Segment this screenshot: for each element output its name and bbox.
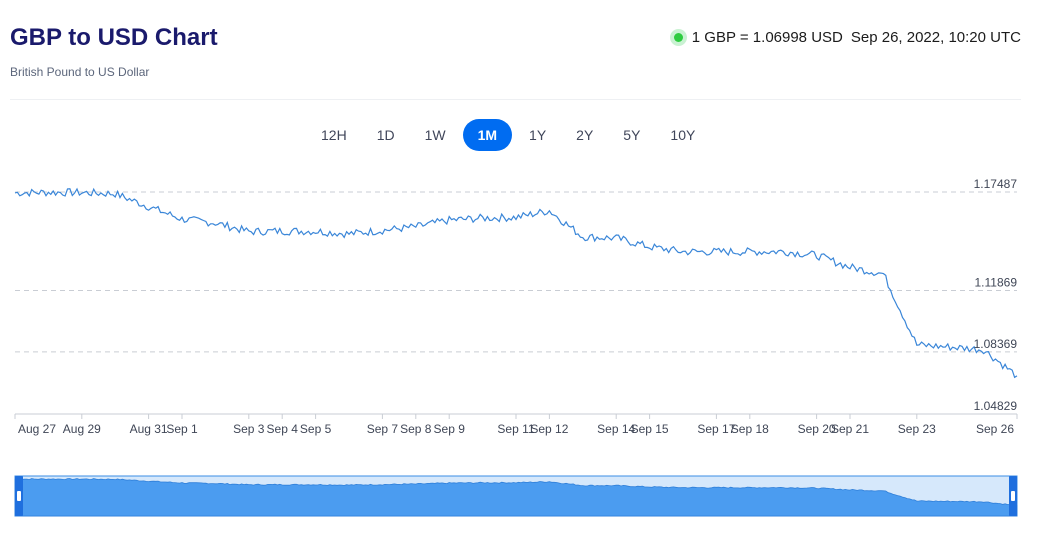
x-tick-label: Sep 5	[300, 422, 332, 436]
x-tick-label: Sep 9	[434, 422, 466, 436]
grid-lines	[15, 191, 1017, 415]
grip-icon	[17, 491, 21, 501]
rate-text: 1 GBP = 1.06998 USD	[691, 29, 843, 46]
x-tick-label: Aug 29	[63, 422, 101, 436]
x-tick-label: Sep 1	[166, 422, 198, 436]
y-tick-label: 1.08369	[974, 337, 1018, 351]
y-axis-labels: 1.17487 1.11869 1.08369 1.04829	[974, 177, 1018, 413]
y-tick-label: 1.11869	[975, 276, 1018, 290]
tab-1w[interactable]: 1W	[424, 127, 446, 143]
tab-1m[interactable]: 1M	[462, 119, 513, 151]
x-tick-label: Aug 31	[130, 422, 168, 436]
series-line-gbp-usd	[14, 187, 1018, 379]
x-tick-label: Sep 21	[831, 422, 869, 436]
x-tick-label: Sep 12	[530, 422, 568, 436]
tab-1y[interactable]: 1Y	[529, 127, 547, 143]
tab-12h[interactable]: 12H	[321, 127, 347, 143]
tab-5y[interactable]: 5Y	[623, 127, 641, 143]
tab-1d[interactable]: 1D	[376, 127, 395, 143]
x-tick-label: Sep 15	[631, 422, 669, 436]
y-tick-label: 1.04829	[974, 399, 1018, 413]
live-rate: 1 GBP = 1.06998 USD Sep 26, 2022, 10:20 …	[673, 29, 1021, 46]
tab-10y[interactable]: 10Y	[670, 127, 696, 143]
y-tick-label: 1.17487	[974, 177, 1018, 191]
live-indicator-icon	[673, 33, 683, 42]
x-tick-label: Sep 23	[898, 422, 936, 436]
x-tick-label: Sep 4	[267, 422, 299, 436]
x-tick-label: Sep 26	[976, 422, 1014, 436]
header-divider	[10, 99, 1021, 100]
x-tick-label: Sep 7	[367, 422, 399, 436]
navigator[interactable]	[14, 475, 1018, 517]
x-tick-label: Sep 14	[597, 422, 635, 436]
range-tabs: 12H 1D 1W 1M 1Y 2Y 5Y 10Y	[308, 119, 712, 151]
x-tick-label: Sep 20	[798, 422, 836, 436]
grip-icon	[1011, 491, 1015, 501]
plot-area	[14, 187, 1018, 379]
x-tick-label: Sep 17	[697, 422, 735, 436]
x-tick-label: Aug 27	[18, 422, 56, 436]
x-tick-label: Sep 18	[731, 422, 769, 436]
rate-timestamp: Sep 26, 2022, 10:20 UTC	[850, 29, 1021, 46]
page-subtitle: British Pound to US Dollar	[10, 65, 150, 79]
page-title: GBP to USD Chart	[10, 24, 218, 51]
navigator-area	[14, 478, 1018, 517]
tab-2y[interactable]: 2Y	[576, 127, 594, 143]
x-tick-label: Sep 8	[400, 422, 432, 436]
x-tick-label: Sep 11	[497, 422, 534, 436]
x-tick-label: Sep 3	[233, 422, 265, 436]
